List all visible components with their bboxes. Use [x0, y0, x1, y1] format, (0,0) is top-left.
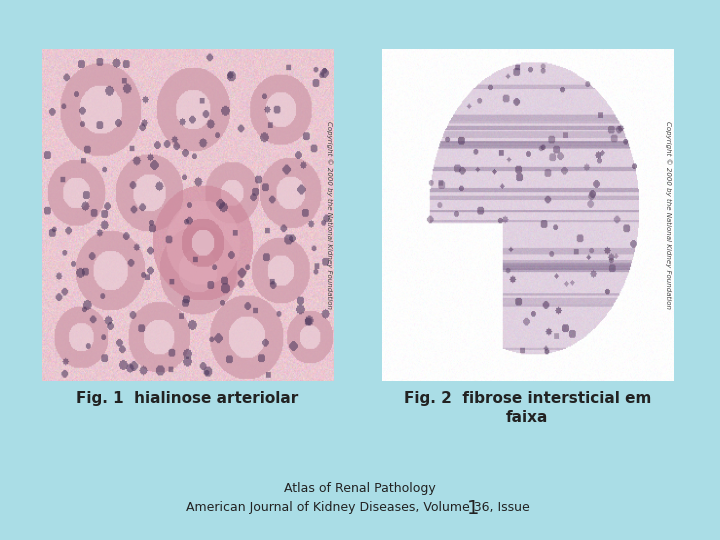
Text: Atlas of Renal Pathology: Atlas of Renal Pathology [284, 482, 436, 495]
Text: Fig. 2  fibrose intersticial em
faixa: Fig. 2 fibrose intersticial em faixa [404, 392, 651, 424]
Text: American Journal of Kidney Diseases, Volume 36, Issue: American Journal of Kidney Diseases, Vol… [186, 501, 534, 514]
Text: Copyright © 2000 by the National Kidney Foundation: Copyright © 2000 by the National Kidney … [665, 120, 672, 309]
Text: Fig. 1  hialinose arteriolar: Fig. 1 hialinose arteriolar [76, 392, 299, 407]
Text: Copyright © 2000 by the National Kidney Foundation: Copyright © 2000 by the National Kidney … [325, 120, 333, 309]
Text: 1: 1 [467, 499, 479, 518]
